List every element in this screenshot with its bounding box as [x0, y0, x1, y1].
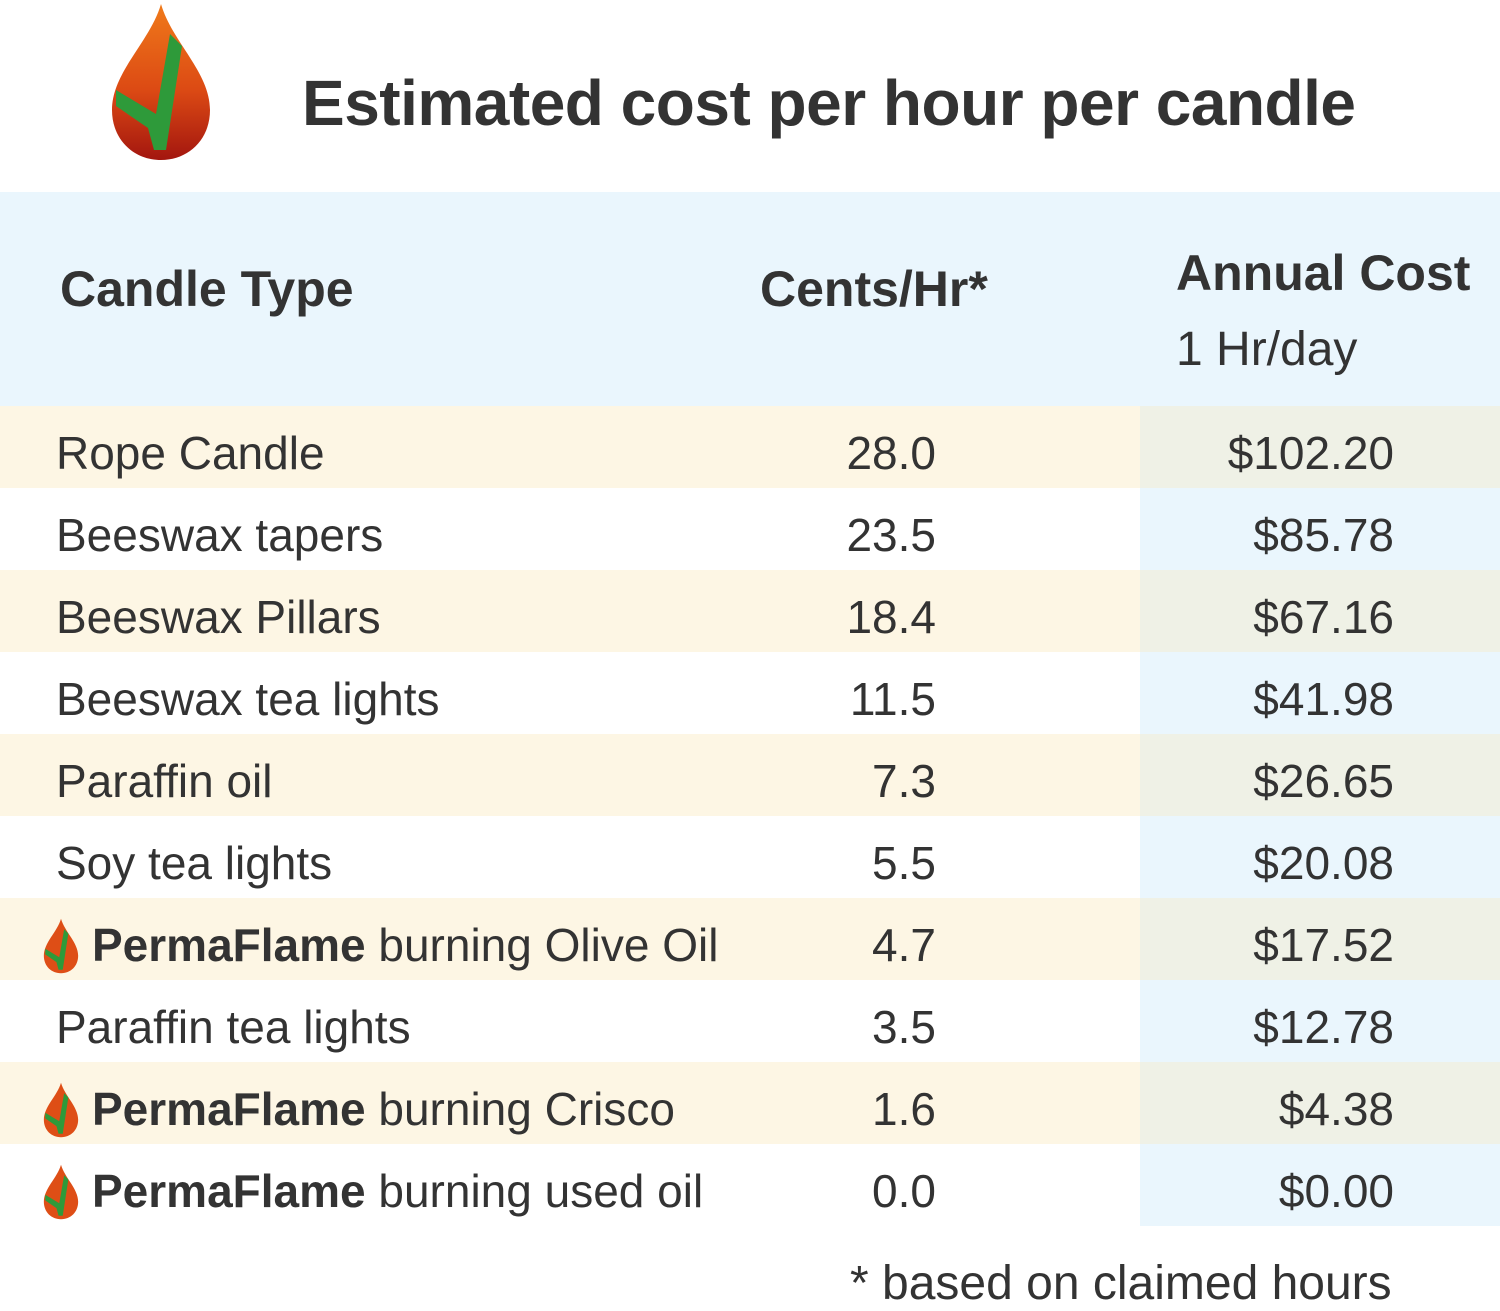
- permaflame-icon: [42, 1082, 80, 1138]
- candle-type-text: Paraffin tea lights: [56, 1001, 411, 1053]
- cost-column-background: [1140, 652, 1500, 734]
- cents-per-hour-cell: 1.6: [872, 1083, 936, 1135]
- brand-name: PermaFlame: [92, 1083, 366, 1135]
- table-row: PermaFlame burning Crisco 1.6 $4.38: [0, 1062, 1500, 1144]
- cents-per-hour-cell: 5.5: [872, 837, 936, 889]
- brand-name: PermaFlame: [92, 919, 366, 971]
- candle-type-text: Beeswax tea lights: [56, 673, 440, 725]
- table-header: Candle Type Cents/Hr* Annual Cost 1 Hr/d…: [0, 192, 1500, 406]
- cost-table: Candle Type Cents/Hr* Annual Cost 1 Hr/d…: [0, 192, 1500, 1226]
- annual-cost-cell: $85.78: [1253, 509, 1394, 561]
- candle-type-cell: Rope Candle: [56, 426, 325, 480]
- candle-type-cell: Beeswax tea lights: [56, 672, 440, 726]
- candle-type-cell: Soy tea lights: [56, 836, 332, 890]
- candle-type-cell: Beeswax tapers: [56, 508, 383, 562]
- cost-column-background: [1140, 898, 1500, 980]
- cost-column-background: [1140, 488, 1500, 570]
- cents-per-hour-cell: 18.4: [846, 591, 936, 643]
- header-annual-cost-subtitle: 1 Hr/day: [1176, 323, 1358, 376]
- annual-cost-cell: $17.52: [1253, 919, 1394, 971]
- cost-column-background: [1140, 406, 1500, 488]
- cents-per-hour-cell: 0.0: [872, 1165, 936, 1217]
- cents-per-hour-cell: 28.0: [846, 427, 936, 479]
- table-row: PermaFlame burning Olive Oil 4.7 $17.52: [0, 898, 1500, 980]
- candle-type-text: burning used oil: [365, 1165, 704, 1217]
- flame-check-drop-icon: [112, 4, 210, 160]
- footnote: * based on claimed hours: [850, 1257, 1392, 1310]
- cost-column-background: [1140, 570, 1500, 652]
- candle-type-cell: Paraffin oil: [56, 754, 273, 808]
- candle-type-text: burning Olive Oil: [365, 919, 719, 971]
- candle-type-text: Rope Candle: [56, 427, 325, 479]
- cents-per-hour-cell: 11.5: [849, 673, 936, 725]
- cents-per-hour-cell: 23.5: [846, 509, 936, 561]
- annual-cost-cell: $20.08: [1253, 837, 1394, 889]
- annual-cost-cell: $67.16: [1253, 591, 1394, 643]
- cost-column-background: [1140, 734, 1500, 816]
- cents-per-hour-cell: 4.7: [872, 919, 936, 971]
- permaflame-icon: [42, 918, 80, 974]
- candle-type-text: Beeswax tapers: [56, 509, 384, 561]
- table-row: Paraffin oil 7.3 $26.65: [0, 734, 1500, 816]
- cost-column-background: [1140, 980, 1500, 1062]
- cost-column-background: [1140, 816, 1500, 898]
- header-candle-type: Candle Type: [60, 261, 354, 317]
- annual-cost-cell: $26.65: [1253, 755, 1394, 807]
- table-body: Rope Candle 28.0 $102.20 Beeswax tapers 23.5…: [0, 406, 1500, 1226]
- table-row: PermaFlame burning used oil 0.0 $0.00: [0, 1144, 1500, 1226]
- candle-type-cell: PermaFlame burning used oil: [92, 1164, 703, 1218]
- cents-per-hour-cell: 7.3: [872, 755, 936, 807]
- candle-type-cell: Paraffin tea lights: [56, 1000, 411, 1054]
- candle-type-cell: PermaFlame burning Crisco: [92, 1082, 675, 1136]
- annual-cost-cell: $4.38: [1278, 1083, 1394, 1135]
- annual-cost-cell: $41.98: [1253, 673, 1394, 725]
- candle-type-text: Soy tea lights: [56, 837, 333, 889]
- table-row: Beeswax tapers 23.5 $85.78: [0, 488, 1500, 570]
- table-row: Rope Candle 28.0 $102.20: [0, 406, 1500, 488]
- annual-cost-cell: $0.00: [1278, 1165, 1394, 1217]
- candle-type-cell: PermaFlame burning Olive Oil: [92, 918, 718, 972]
- cost-column-background: [1140, 1062, 1500, 1144]
- candle-type-text: Paraffin oil: [56, 755, 273, 807]
- candle-type-cell: Beeswax Pillars: [56, 590, 381, 644]
- table-row: Soy tea lights 5.5 $20.08: [0, 816, 1500, 898]
- table-row: Beeswax Pillars 18.4 $67.16: [0, 570, 1500, 652]
- candle-type-text: burning Crisco: [365, 1083, 675, 1135]
- table-row: Beeswax tea lights 11.5 $41.98: [0, 652, 1500, 734]
- page-title: Estimated cost per hour per candle: [302, 67, 1356, 139]
- annual-cost-cell: $102.20: [1227, 427, 1394, 479]
- annual-cost-cell: $12.78: [1253, 1001, 1394, 1053]
- cents-per-hour-cell: 3.5: [872, 1001, 936, 1053]
- permaflame-icon: [42, 1164, 80, 1220]
- cost-column-background: [1140, 1144, 1500, 1226]
- table-row: Paraffin tea lights 3.5 $12.78: [0, 980, 1500, 1062]
- candle-type-text: Beeswax Pillars: [56, 591, 381, 643]
- header-cents-per-hour: Cents/Hr*: [760, 261, 988, 317]
- brand-name: PermaFlame: [92, 1165, 366, 1217]
- header-annual-cost: Annual Cost: [1176, 245, 1471, 301]
